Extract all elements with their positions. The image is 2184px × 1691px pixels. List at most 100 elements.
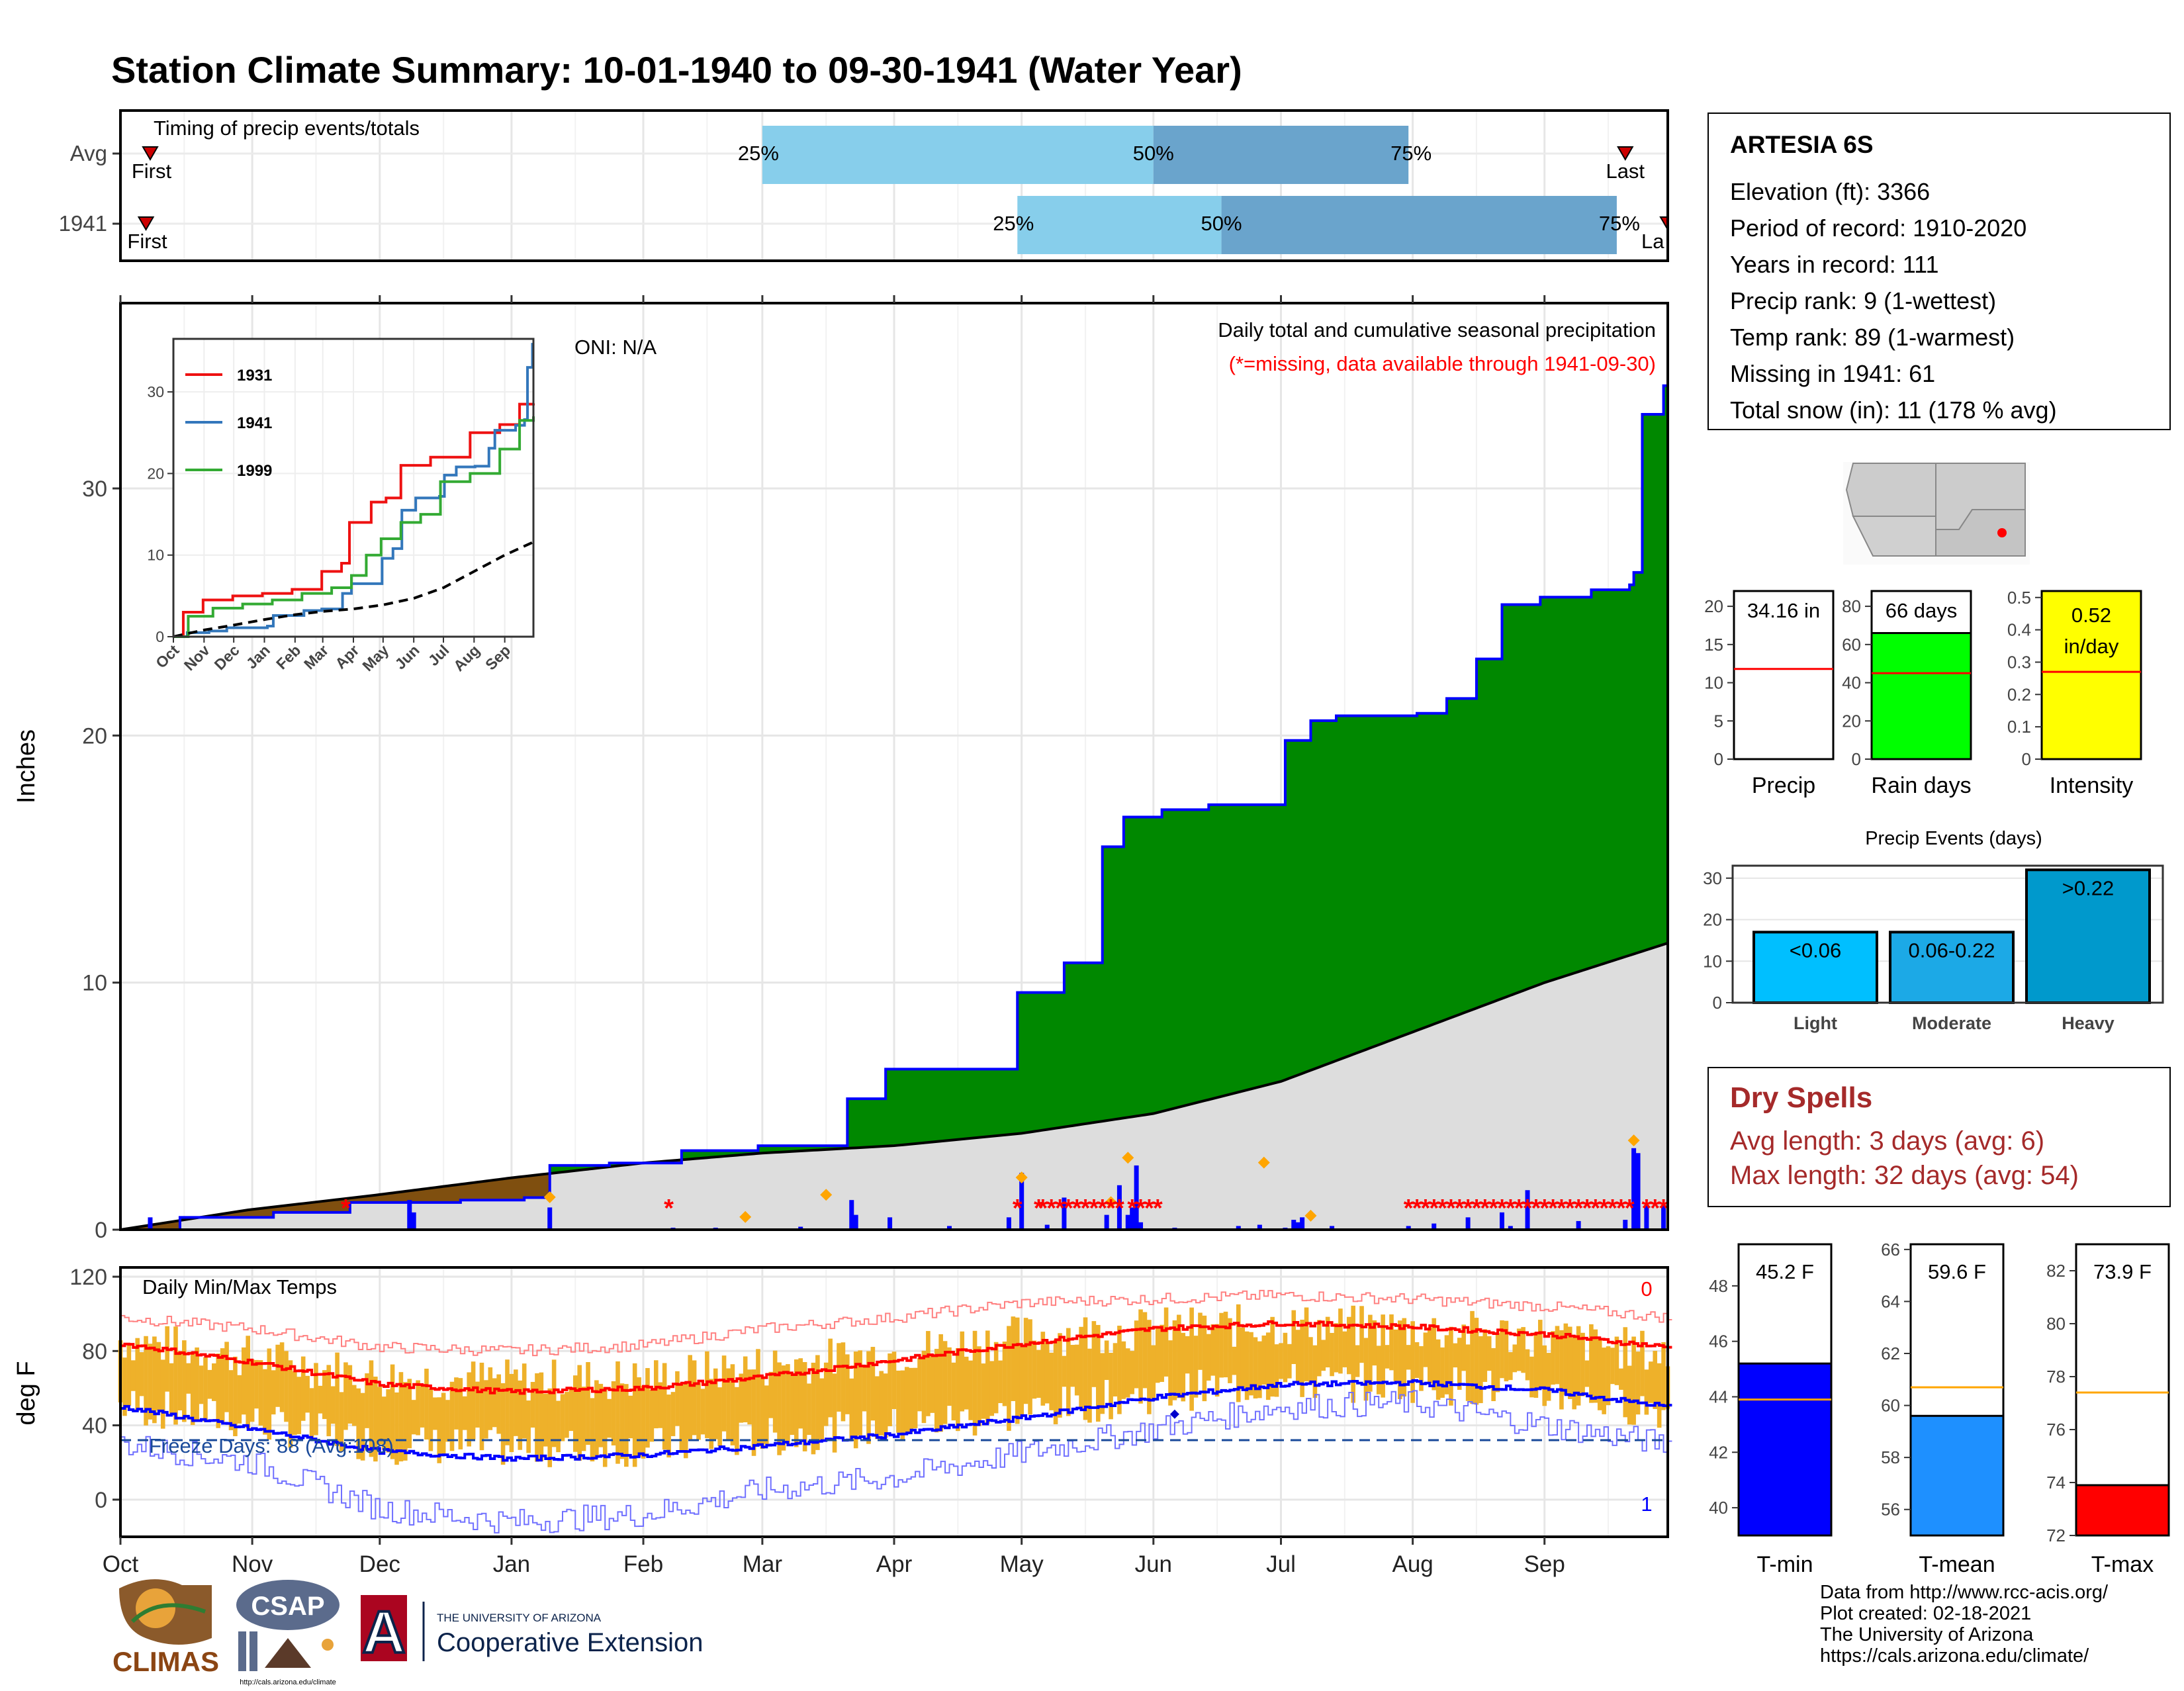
temp-y-tick-label: 40	[82, 1414, 107, 1439]
daily-temp-range-bar	[1109, 1352, 1113, 1420]
daily-temp-range-bar	[1232, 1346, 1237, 1375]
summary-bar-y-tick-label: 10	[1704, 673, 1723, 693]
daily-temp-range-bar	[1657, 1363, 1662, 1428]
summary-bar-y-tick-label: 5	[1714, 711, 1723, 731]
daily-temp-range-bar	[747, 1369, 752, 1425]
missing-day-marker: *	[1472, 1195, 1482, 1222]
daily-temp-range-bar	[1500, 1320, 1504, 1379]
record-min-line	[120, 1390, 1672, 1533]
credit-url: https://cals.arizona.edu/climate/	[1820, 1645, 2089, 1667]
daily-precip-bar	[407, 1200, 412, 1230]
daily-temp-range-bar	[1168, 1340, 1173, 1406]
temp-bar-value	[2075, 1484, 2170, 1537]
daily-temp-range-bar	[1236, 1304, 1241, 1402]
events-y-tick-label: 30	[1703, 868, 1722, 888]
daily-temp-range-bar	[1087, 1348, 1092, 1423]
daily-temp-range-bar	[1597, 1339, 1602, 1410]
missing-day-marker: *	[1127, 1195, 1137, 1222]
month-tick-label: Jan	[493, 1551, 530, 1577]
daily-temp-range-bar	[1653, 1351, 1658, 1409]
daily-precip-bar	[1125, 1214, 1130, 1230]
daily-temp-range-bar	[781, 1365, 786, 1451]
inset-series-line-average	[173, 541, 534, 638]
daily-temp-range-bar	[1172, 1320, 1177, 1400]
daily-temp-range-bar	[1308, 1337, 1313, 1384]
daily-temp-range-bar	[879, 1371, 884, 1436]
daily-temp-range-bar	[365, 1373, 369, 1428]
daily-temp-range-bar	[254, 1359, 259, 1409]
daily-temp-range-bar	[1584, 1360, 1590, 1387]
daily-precip-bar	[1291, 1220, 1297, 1230]
daily-temp-range-bar	[475, 1381, 480, 1428]
daily-temp-range-bar	[802, 1362, 807, 1451]
daily-temp-range-bar	[314, 1363, 318, 1436]
temp-bar-value-label: 59.6 F	[1928, 1260, 1986, 1283]
timing-panel-edge-mask	[1669, 109, 1696, 262]
map-state-west	[1845, 463, 1936, 517]
missing-day-marker: *	[1034, 1195, 1044, 1222]
inset-legend-label: 1941	[237, 414, 272, 432]
missing-day-marker: *	[1650, 1195, 1660, 1222]
month-tick-label: Sep	[1524, 1551, 1565, 1577]
summary-bar-value	[2040, 590, 2142, 760]
daily-temp-range-bar	[300, 1356, 306, 1421]
summary-bar-value-unit: in/day	[2064, 635, 2119, 658]
daily-temp-range-bar	[339, 1392, 344, 1451]
missing-day-marker: *	[1153, 1195, 1163, 1222]
daily-temp-range-bar	[777, 1362, 782, 1455]
daily-temp-range-bar	[1223, 1311, 1228, 1378]
daily-temp-range-bar	[1457, 1338, 1462, 1390]
daily-temp-range-bar	[199, 1365, 204, 1404]
daily-temp-range-bar	[309, 1388, 314, 1438]
daily-temp-range-bar	[1338, 1308, 1343, 1374]
daily-temp-range-bar	[1206, 1334, 1211, 1381]
daily-temp-range-bar	[360, 1393, 365, 1461]
daily-temp-range-bar	[1563, 1323, 1569, 1395]
daily-temp-range-bar	[1062, 1355, 1067, 1387]
daily-precip-bar	[1295, 1222, 1300, 1230]
daily-temp-range-bar	[250, 1359, 255, 1422]
last-event-label: Last	[1606, 160, 1645, 183]
daily-precip-bar	[1044, 1224, 1050, 1230]
avg-min-line	[120, 1379, 1672, 1462]
daily-temp-range-bar	[212, 1363, 216, 1401]
daily-temp-range-bar	[1576, 1326, 1581, 1406]
daily-temp-range-bar	[484, 1380, 488, 1439]
daily-temp-range-bar	[1214, 1324, 1220, 1397]
missing-day-marker: *	[1497, 1195, 1507, 1222]
daily-temp-range-bar	[1121, 1341, 1126, 1399]
daily-temp-range-bar	[1449, 1326, 1453, 1406]
station-location-marker	[1997, 528, 2007, 537]
daily-temp-range-bar	[688, 1355, 692, 1440]
daily-temp-range-bar	[819, 1378, 825, 1441]
timing-bar-25-50-Avg	[762, 126, 1154, 184]
daily-temp-range-bar	[951, 1362, 956, 1421]
daily-temp-range-bar	[1644, 1369, 1649, 1415]
daily-temp-range-bar	[1244, 1331, 1250, 1400]
temp-panel-label: Daily Min/Max Temps	[142, 1275, 337, 1299]
station-period: Period of record: 1910-2020	[1730, 214, 2027, 242]
daily-precip-bar	[849, 1200, 854, 1230]
daily-temp-range-bar	[590, 1398, 595, 1462]
snow-day-marker	[1122, 1152, 1134, 1164]
precip-events-chart: 0 10 20 30 <0.06 Light 0.06-0.22 Moderate >0.22 H…	[1703, 864, 2164, 1033]
daily-temp-range-bar	[772, 1350, 778, 1433]
missing-day-marker: *	[1404, 1195, 1414, 1222]
daily-temp-range-bar	[1228, 1318, 1232, 1383]
daily-temp-range-bar	[305, 1375, 310, 1413]
daily-temp-range-bar	[237, 1375, 242, 1424]
page-title: Station Climate Summary: 10-01-1940 to 0…	[111, 49, 1242, 91]
month-tick-label: Jul	[1266, 1551, 1296, 1577]
credit-plot-date: Plot created: 02-18-2021	[1820, 1603, 2032, 1624]
daily-temp-range-bar	[195, 1347, 199, 1422]
timing-panel-label: Timing of precip events/totals	[154, 116, 420, 140]
daily-temp-range-bar	[241, 1347, 246, 1415]
temperature-summary-bars: 40 42 44 46 48 45.2 F T-min 56 58 60 62 64 66 59.6 F T…	[1709, 1240, 2170, 1577]
daily-temp-range-bar	[1036, 1349, 1041, 1398]
credit-university: The University of Arizona	[1820, 1624, 2034, 1645]
daily-temp-range-bar	[1389, 1314, 1394, 1371]
daily-temp-range-bar	[403, 1382, 408, 1461]
timing-row-label: 1941	[59, 211, 107, 236]
daily-temp-range-bar	[1402, 1318, 1407, 1397]
